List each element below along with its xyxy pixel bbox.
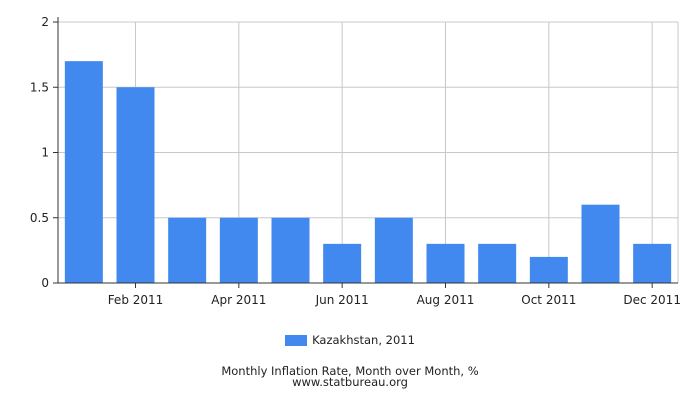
x-tick-label: Jun 2011 [315, 293, 369, 307]
x-tick-label: Feb 2011 [108, 293, 164, 307]
legend: Kazakhstan, 2011 [0, 333, 700, 347]
y-tick-label: 1.5 [30, 80, 49, 94]
bar [426, 243, 465, 283]
y-tick-label: 1 [41, 146, 49, 160]
bar [478, 243, 517, 283]
bar [116, 87, 155, 283]
x-tick-label: Aug 2011 [417, 293, 475, 307]
chart-title: Monthly Inflation Rate, Month over Month… [221, 364, 479, 378]
y-tick-label: 0.5 [30, 211, 49, 225]
y-tick-label: 0 [41, 276, 49, 290]
bar [374, 217, 413, 283]
bar [633, 243, 672, 283]
legend-label: Kazakhstan, 2011 [312, 333, 415, 347]
bar [323, 243, 362, 283]
bars [64, 61, 672, 284]
bar [581, 204, 620, 283]
bar [271, 217, 310, 283]
bar [529, 256, 568, 283]
bar [168, 217, 207, 283]
x-tick-label: Dec 2011 [623, 293, 681, 307]
x-tick-label: Oct 2011 [521, 293, 576, 307]
axes: 0 0.5 1 1.5 2 Feb 2011 Apr 2011 Jun 2011 Aug 201… [30, 15, 681, 307]
chart-source: www.statbureau.org [292, 375, 408, 389]
x-tick-label: Apr 2011 [211, 293, 266, 307]
legend-swatch [285, 334, 308, 346]
y-tick-label: 2 [41, 15, 49, 29]
bar [219, 217, 258, 283]
bar [64, 61, 103, 284]
